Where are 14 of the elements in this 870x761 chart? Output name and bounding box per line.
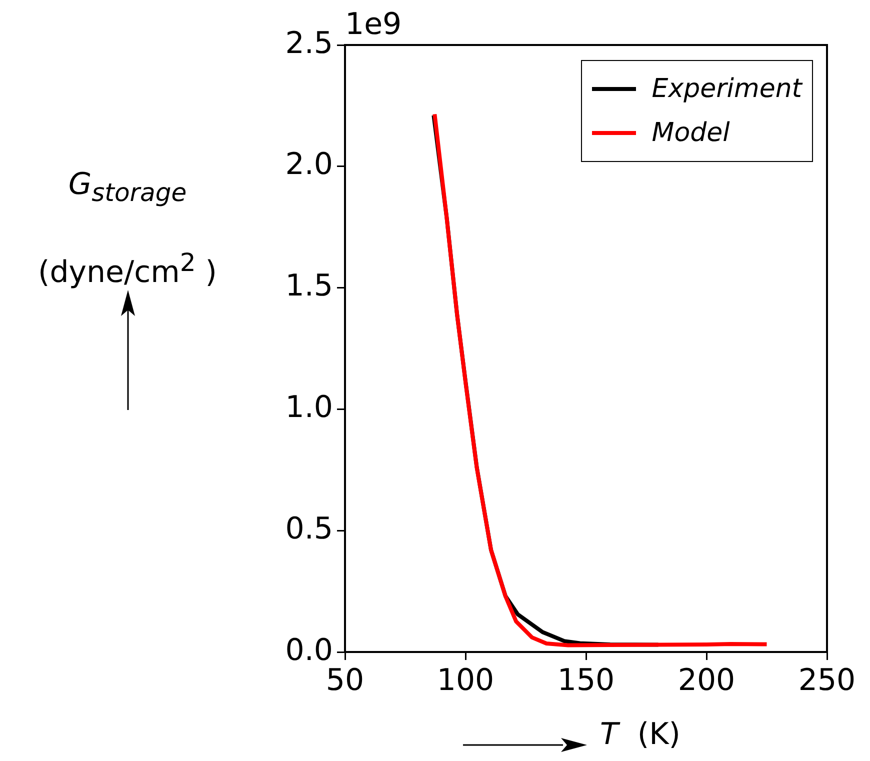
- y-tick-label: 0.5: [285, 511, 333, 546]
- text: G$_{storage}$ (dyne/cm$^{2}$ ): [38, 167, 217, 290]
- text: 1e9: [345, 6, 402, 42]
- y-tick-label: 2.0: [285, 147, 333, 182]
- legend-label: Model: [652, 118, 730, 148]
- y-tick-label: 1.0: [285, 390, 333, 425]
- y-tick-label: 1.5: [285, 268, 333, 304]
- x-tick-label: 100: [436, 662, 494, 698]
- x-axis-title: T (K): [600, 717, 680, 752]
- x-tick-label: 250: [798, 662, 856, 698]
- y-tick-label: 2.5: [285, 26, 333, 61]
- legend-label: Experiment: [652, 74, 802, 104]
- x-tick-label: 200: [678, 662, 736, 698]
- x-tick-label: 150: [557, 662, 615, 698]
